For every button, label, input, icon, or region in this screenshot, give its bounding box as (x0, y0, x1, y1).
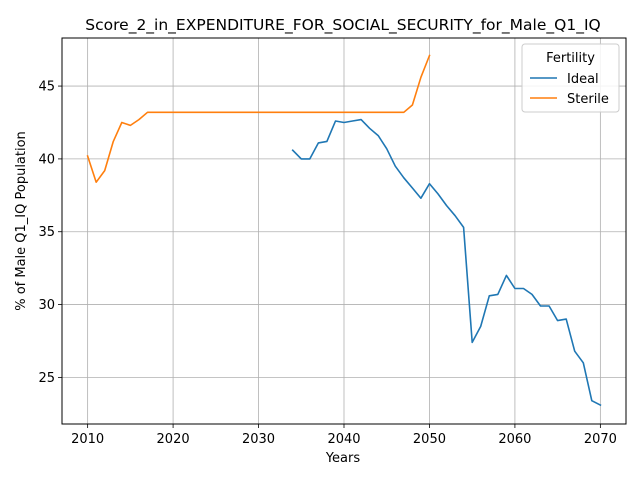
x-tick-label: 2040 (327, 432, 360, 447)
x-tick-label: 2050 (413, 432, 446, 447)
y-tick-label: 25 (38, 371, 55, 386)
legend-title: Fertility (546, 51, 595, 66)
series-lines (86, 54, 602, 407)
x-tick-label: 2020 (157, 432, 190, 447)
series-line-sterile (86, 54, 431, 183)
legend-box (521, 43, 620, 113)
y-tick-label: 45 (38, 80, 55, 95)
axis-ticks: 2010 2020 2030 2040 2050 2060 2070 25 30 35 40 45 (38, 80, 616, 447)
legend: Fertility Ideal Sterile (521, 43, 620, 113)
y-axis-label: % of Male Q1_IQ Population (14, 131, 29, 311)
y-tick-label: 30 (38, 298, 55, 313)
x-tick-label: 2060 (498, 432, 531, 447)
legend-label-ideal: Ideal (567, 72, 599, 87)
x-axis-label: Years (325, 451, 361, 466)
y-tick-label: 40 (38, 152, 55, 167)
x-tick-label: 2030 (242, 432, 275, 447)
y-tick-label: 35 (38, 225, 55, 240)
x-tick-label: 2070 (584, 432, 617, 447)
grid-lines (62, 38, 626, 424)
chart-title: Score_2_in_EXPENDITURE_FOR_SOCIAL_SECURI… (85, 16, 600, 35)
x-tick-label: 2010 (71, 432, 104, 447)
legend-label-sterile: Sterile (567, 92, 609, 107)
series-line-ideal (291, 118, 602, 407)
